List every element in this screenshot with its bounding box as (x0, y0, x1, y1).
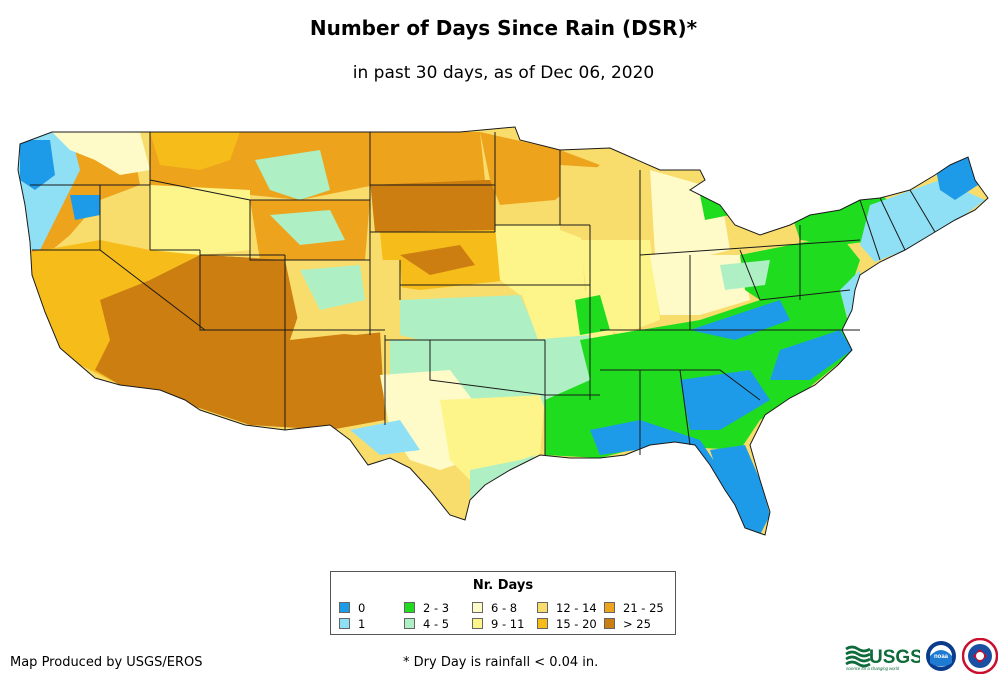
zone-2-3-s-illinois (575, 295, 610, 335)
legend-swatch-9-11 (472, 618, 483, 629)
zone-1-texas-big-bend (350, 420, 420, 455)
legend-swatch-gt25 (604, 618, 615, 629)
map-credit: Map Produced by USGS/EROS (10, 655, 203, 670)
dry-day-footnote: * Dry Day is rainfall < 0.04 in. (403, 655, 599, 670)
zone-4-5-ohio (720, 260, 770, 290)
legend-label-6-8: 6 - 8 (491, 601, 518, 615)
legend-swatch-15-20 (537, 618, 548, 629)
legend-label-9-11: 9 - 11 (491, 617, 525, 631)
zone-4-5-wyoming (270, 210, 345, 245)
noaa-logo-text: noaa (934, 654, 949, 660)
zone-4-5-colorado (300, 265, 365, 310)
map-legend: Nr. Days 0 1 2 - 3 4 - 5 6 - 8 9 - 11 12… (330, 571, 676, 635)
legend-swatch-1 (339, 618, 350, 629)
legend-label-gt25: > 25 (623, 617, 651, 631)
zone-0-georgia (680, 370, 770, 430)
zone-12-14-wisconsin (560, 165, 650, 245)
legend-label-4-5: 4 - 5 (423, 617, 450, 631)
zone-gt25-southwest (95, 255, 385, 430)
noaa-bird-icon (930, 650, 952, 667)
dsr-raster (18, 127, 988, 535)
nws-logo[interactable] (962, 638, 998, 674)
zone-0-wa-coast (20, 140, 55, 190)
legend-swatch-2-3 (404, 602, 415, 613)
zone-0-or-cascades (70, 195, 100, 220)
zone-2-3-southeast (545, 290, 855, 458)
legend-item-2-3: 2 - 3 (404, 602, 449, 615)
legend-label-21-25: 21 - 25 (623, 601, 664, 615)
legend-swatch-0 (339, 602, 350, 613)
usgs-logo-text: USGS (869, 647, 920, 668)
zone-9-11-idaho (150, 185, 250, 255)
zone-4-5-montana (255, 150, 330, 200)
legend-item-21-25: 21 - 25 (604, 602, 664, 615)
legend-swatch-6-8 (472, 602, 483, 613)
zone-4-5-kansas (400, 295, 540, 350)
legend-item-4-5: 4 - 5 (404, 618, 449, 631)
legend-item-15-20: 15 - 20 (537, 618, 597, 631)
legend-label-1: 1 (358, 617, 366, 631)
map-subtitle: in past 30 days, as of Dec 06, 2020 (352, 63, 655, 83)
usgs-wave-icon (845, 645, 871, 668)
zone-15-20-w-montana (150, 132, 240, 170)
legend-swatch-12-14 (537, 602, 548, 613)
state-borders (17, 126, 989, 536)
nws-center-dot (976, 652, 984, 660)
legend-item-6-8: 6 - 8 (472, 602, 517, 615)
zone-9-11-iowa (495, 225, 585, 295)
noaa-logo[interactable]: noaa (925, 640, 957, 672)
legend-item-0: 0 (339, 602, 365, 615)
zone-gt25-nebraska (400, 245, 475, 275)
zone-9-11-c-texas (440, 395, 545, 480)
zone-0-florida (710, 445, 770, 535)
legend-item-9-11: 9 - 11 (472, 618, 524, 631)
legend-item-gt25: > 25 (604, 618, 651, 631)
legend-item-1: 1 (339, 618, 365, 631)
map-title: Number of Days Since Rain (DSR)* (309, 16, 698, 40)
legend-label-15-20: 15 - 20 (556, 617, 597, 631)
zone-gt25-utah (205, 255, 290, 330)
zone-6-8-n-idaho (52, 132, 150, 175)
zone-gt25-south-dakota (370, 180, 495, 235)
legend-label-2-3: 2 - 3 (423, 601, 450, 615)
legend-swatch-4-5 (404, 618, 415, 629)
legend-title: Nr. Days (472, 578, 534, 593)
legend-label-12-14: 12 - 14 (556, 601, 597, 615)
usgs-logo-tagline: science for a changing world (846, 666, 900, 671)
legend-item-12-14: 12 - 14 (537, 602, 597, 615)
zone-1-new-england (860, 180, 985, 262)
zone-0-gulf-florida (590, 420, 760, 535)
legend-label-0: 0 (358, 601, 366, 615)
zone-21-25-north-dakota (370, 132, 485, 185)
legend-swatch-21-25 (604, 602, 615, 613)
usgs-logo[interactable]: USGS science for a changing world (844, 643, 920, 671)
zone-0-carolinas (770, 330, 852, 380)
